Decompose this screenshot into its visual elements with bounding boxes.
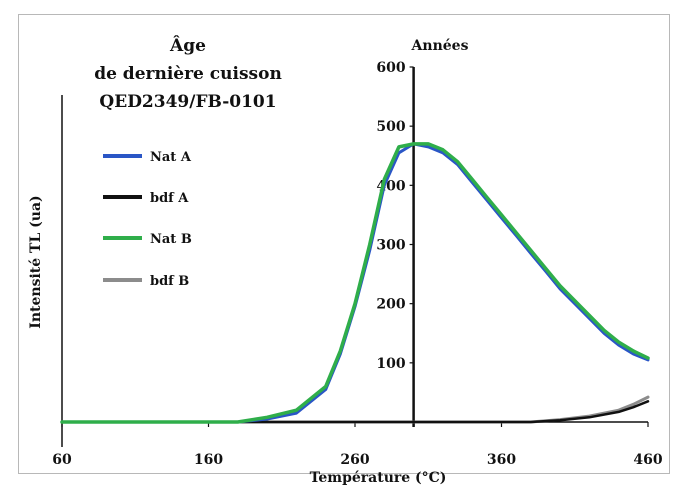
legend-label: bdf B [150,274,189,289]
title-line-3: QED2349/FB-0101 [99,92,276,112]
x-tick-label: 260 [340,452,369,468]
chart-title: Âge de dernière cuisson QED2349/FB-0101 [94,35,282,112]
series-line-bdf-b [60,395,650,424]
series-layer [60,142,650,424]
legend-label: Nat A [150,150,192,165]
x-tick-label: 60 [52,452,72,468]
x-tick-label: 160 [194,452,223,468]
y-tick-label: 600 [376,60,405,76]
y-tick-label: 500 [376,119,405,135]
y-tick-label: 300 [376,238,405,254]
series-line-bdf-a [60,400,650,424]
legend-label: bdf A [150,191,189,206]
y-tick-label: 100 [376,356,405,372]
x-tick-label: 460 [633,452,662,468]
legend-label: Nat B [150,232,192,247]
chart-frame [18,14,670,474]
title-line-2: de dernière cuisson [94,64,282,84]
x-axis-label: Température (°C) [310,470,447,485]
series-line-nat-b [60,142,650,424]
legend: Nat A bdf A Nat B bdf B [103,150,192,289]
y-axis-label: Intensité TL (ua) [28,195,44,328]
y-tick-label: 200 [376,297,405,313]
annotation-annees: Années [411,38,469,54]
title-line-1: Âge [169,35,206,56]
x-tick-label: 360 [487,452,516,468]
